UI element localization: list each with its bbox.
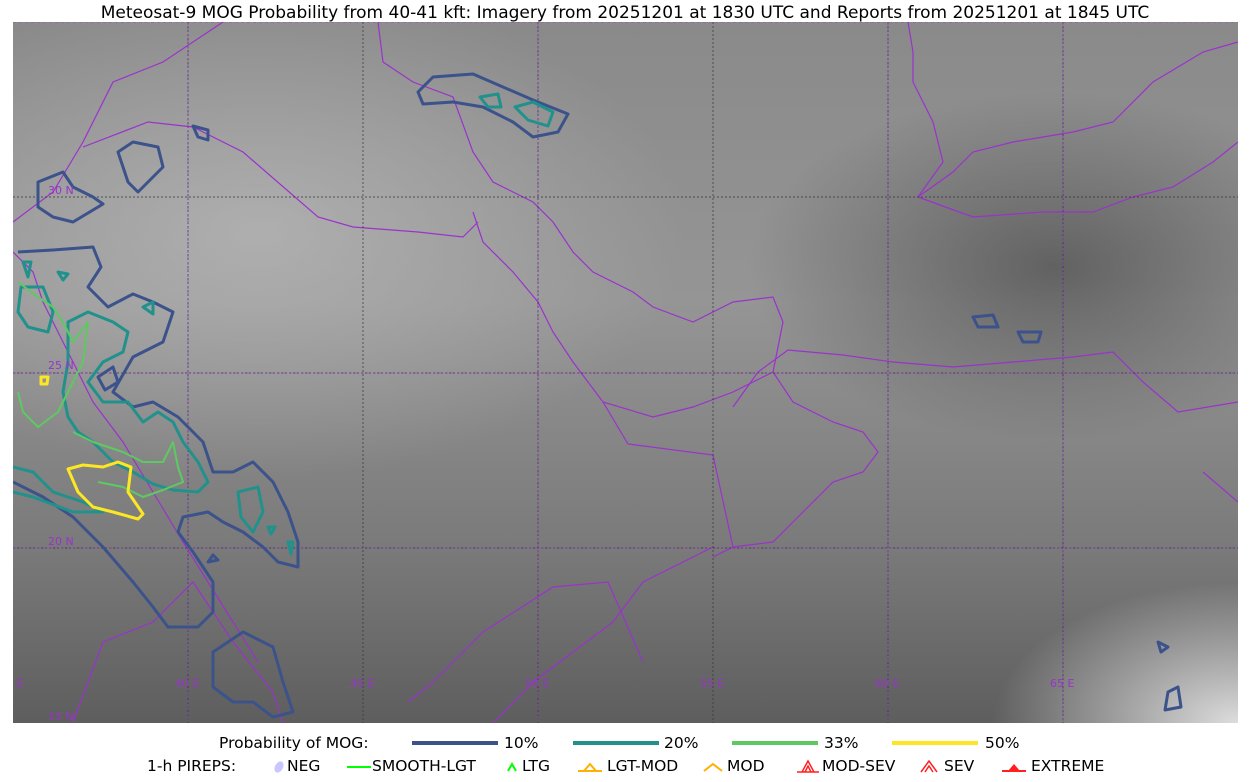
lat-lon-grid-purple <box>13 22 1238 723</box>
pirep-label-mod-sev: MOD-SEV <box>822 757 896 775</box>
lon-label: 45 E <box>350 677 374 690</box>
mog-contour-20pct <box>478 92 555 128</box>
pirep-label-lgt-mod: LGT-MOD <box>607 757 679 775</box>
mog-contour-10pct <box>36 124 210 224</box>
legend-swatch-50pct <box>892 741 978 745</box>
legend-swatch-33pct <box>732 741 818 745</box>
country-borders <box>13 22 1238 723</box>
mog-contour-10pct <box>13 245 300 629</box>
lon-label: 40 E <box>175 677 199 690</box>
mog-contour-10pct <box>96 313 1183 719</box>
satellite-map[interactable]: 35 E 40 E 45 E 50 E 55 E 60 E 65 E 30 N … <box>13 22 1238 723</box>
pirep-label-mod: MOD <box>727 757 765 775</box>
pireps-legend-label: 1-h PIREPS: <box>147 757 237 775</box>
legend-label-20pct: 20% <box>664 734 699 752</box>
legend-label-10pct: 10% <box>504 734 539 752</box>
mog-contour-33pct <box>17 281 184 498</box>
mog-contour-10pct <box>416 72 570 139</box>
pirep-label-smooth-lgt: SMOOTH-LGT <box>372 757 476 775</box>
lgt-mod-icon <box>578 762 602 772</box>
lon-label: 50 E <box>525 677 549 690</box>
lon-label: 60 E <box>875 677 899 690</box>
lon-label: 55 E <box>700 677 724 690</box>
legend-swatch-10pct <box>412 741 498 745</box>
legend-label-33pct: 33% <box>824 734 859 752</box>
mod-icon <box>703 762 723 772</box>
lat-label: 15 N <box>48 710 74 723</box>
lat-label: 30 N <box>48 184 74 197</box>
probability-legend-label: Probability of MOG: <box>219 734 369 752</box>
lat-label: 25 N <box>48 359 74 372</box>
pirep-label-extreme: EXTREME <box>1031 757 1105 775</box>
neg-icon <box>274 761 284 773</box>
smooth-lgt-icon <box>347 766 371 768</box>
mog-contour-50pct <box>39 375 145 521</box>
mod-sev-icon <box>797 759 819 773</box>
extreme-icon <box>1002 764 1026 772</box>
legend-swatch-20pct <box>573 741 659 745</box>
axis-labels: 35 E 40 E 45 E 50 E 55 E 60 E 65 E 30 N … <box>13 184 1074 723</box>
legend-label-50pct: 50% <box>985 734 1020 752</box>
lon-label: 65 E <box>1050 677 1074 690</box>
ltg-icon <box>507 761 517 772</box>
pirep-label-sev: SEV <box>944 757 975 775</box>
lon-label: 35 E <box>13 677 23 690</box>
pirep-label-neg: NEG <box>287 757 321 775</box>
sev-icon <box>920 759 938 773</box>
map-title: Meteosat-9 MOG Probability from 40-41 kf… <box>100 3 1150 23</box>
pirep-label-ltg: LTG <box>522 757 550 775</box>
lat-label: 20 N <box>48 535 74 548</box>
